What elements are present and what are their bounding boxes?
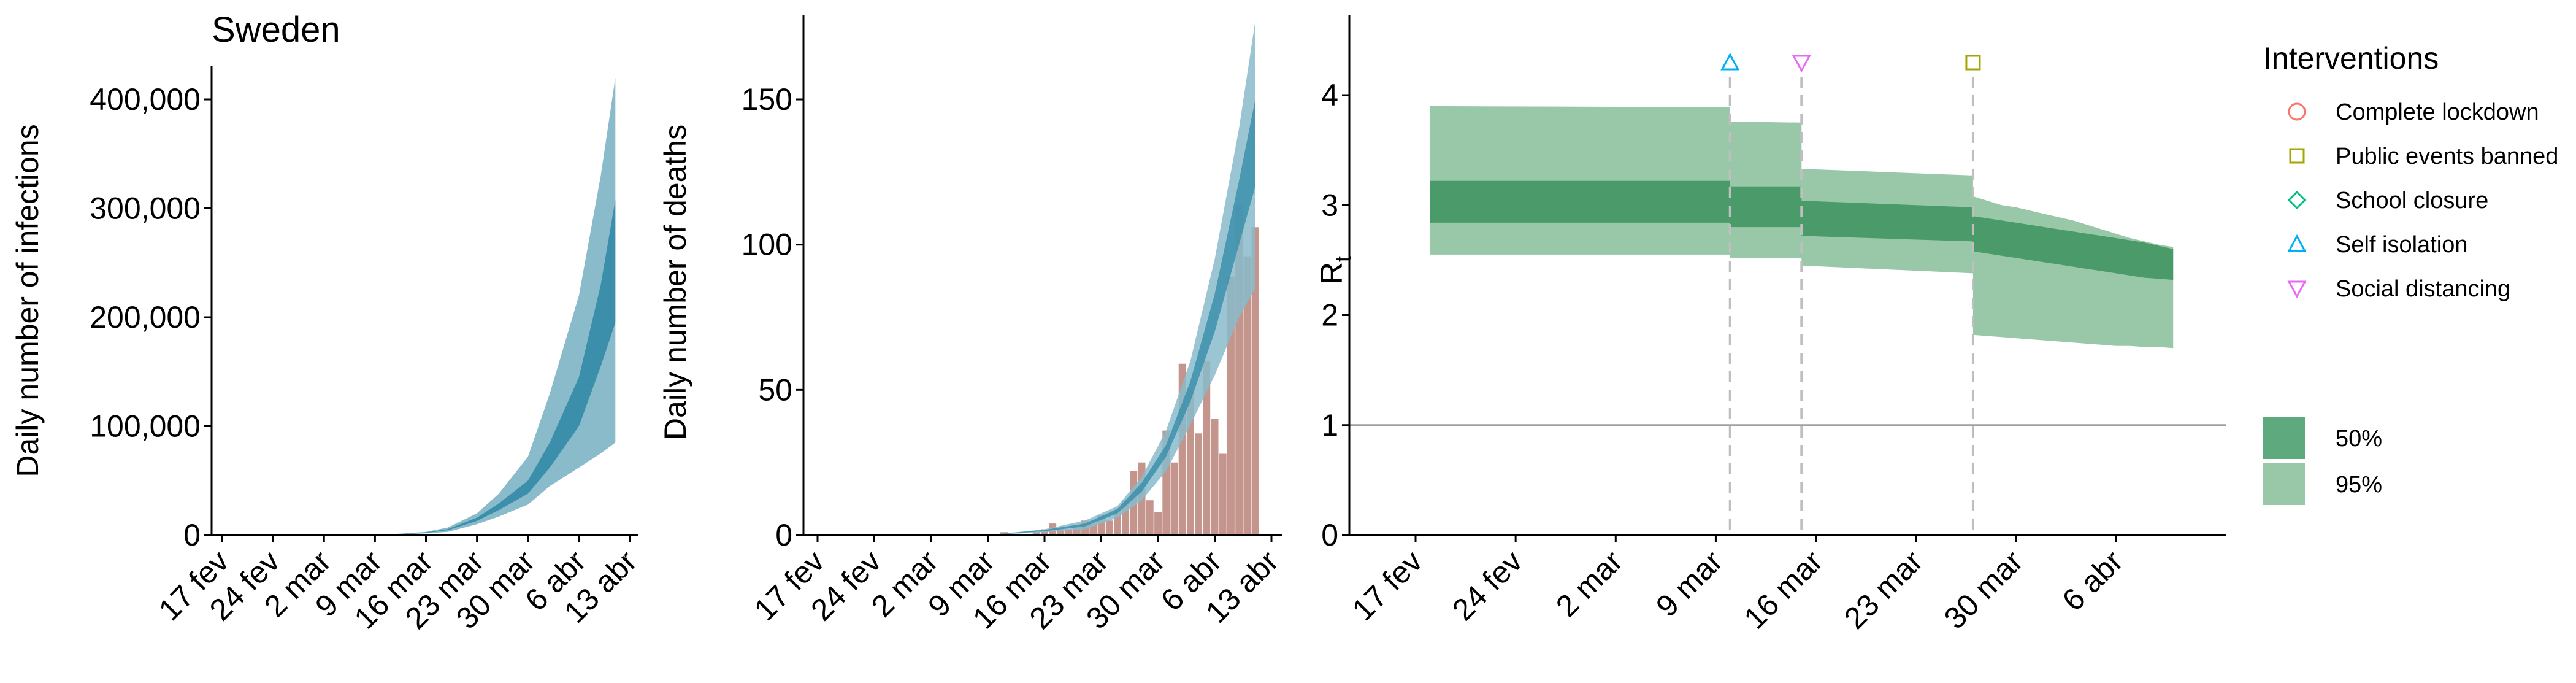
legend: Interventions Complete lockdown Public ev… (2263, 41, 2558, 505)
death-bar (1251, 227, 1259, 535)
infection-bands (375, 77, 616, 535)
death-bar (1154, 512, 1162, 535)
death-bar (1146, 500, 1154, 535)
legend-items: Complete lockdown Public events banned Sch… (2287, 99, 2558, 302)
legend-swatch-50 (2263, 417, 2305, 459)
y-tick-label: 0 (183, 518, 201, 552)
death-band-95 (987, 21, 1255, 535)
legend-label: School closure (2336, 188, 2488, 214)
death-bar (1032, 532, 1040, 535)
death-bar (1073, 526, 1081, 535)
y-tick-label: 3 (1321, 188, 1338, 222)
death-bar (1162, 430, 1170, 535)
legend-marker-circle (2288, 102, 2306, 121)
y-axis-title: Daily number of infections (10, 124, 45, 477)
death-bar (1170, 462, 1178, 535)
legend-marker-diamond (2287, 190, 2307, 210)
death-bar (1114, 509, 1121, 535)
legend-marker-triangle-down (2287, 280, 2307, 299)
intervention-marker-square (1965, 55, 1981, 71)
death-bar (1065, 529, 1073, 535)
panel-title: Sweden (212, 10, 340, 50)
legend-label: Social distancing (2336, 276, 2510, 302)
legend-label: Complete lockdown (2336, 99, 2539, 125)
legend-marker-square (2289, 148, 2305, 164)
death-bars (1000, 204, 1259, 535)
y-tick-label: 50 (758, 372, 792, 407)
death-bar (1089, 523, 1097, 535)
death-bands (987, 21, 1255, 535)
legend-marker-triangle-up (2287, 234, 2307, 252)
y-tick-label: 150 (742, 82, 792, 117)
rt-band-50 (1430, 180, 2174, 280)
intervention-marker-triangle-down (1792, 55, 1811, 73)
death-bar (1227, 276, 1235, 535)
death-bar (1178, 363, 1186, 535)
death-bar (1105, 520, 1113, 535)
death-bar (1057, 529, 1065, 535)
death-bar (1219, 453, 1227, 535)
death-bar (1211, 419, 1219, 535)
y-tick-label: 300,000 (90, 191, 201, 226)
intervention-marker-triangle-up (1720, 52, 1740, 71)
legend-band-label: 50% (2336, 426, 2382, 452)
y-tick-label: 4 (1321, 78, 1338, 112)
y-tick-label: 1 (1321, 408, 1338, 442)
y-tick-label: 400,000 (90, 82, 201, 117)
legend-title: Interventions (2263, 41, 2439, 75)
death-bar (1195, 433, 1202, 535)
death-bar (1243, 256, 1251, 535)
legend-band-label: 95% (2336, 472, 2382, 498)
y-axis-title: Daily number of deaths (658, 125, 692, 440)
y-tick-label: 2 (1321, 298, 1338, 333)
y-tick-label: 100 (742, 228, 792, 262)
y-tick-label: 100,000 (90, 409, 201, 444)
infection-band-50 (375, 199, 616, 535)
y-tick-label: 0 (1321, 518, 1338, 552)
death-bar (1097, 514, 1105, 535)
death-bar (1235, 204, 1243, 535)
y-axis-title: Rt (1314, 256, 1355, 284)
legend-bands: 50% 95% (2263, 417, 2382, 505)
y-tick-label: 0 (775, 518, 792, 552)
infection-band-95 (375, 77, 616, 535)
y-tick-label: 200,000 (90, 300, 201, 334)
death-bar (1186, 390, 1194, 535)
rt-lines (1349, 52, 2226, 535)
legend-label: Public events banned (2336, 144, 2558, 169)
legend-swatch-95 (2263, 463, 2305, 505)
legend-label: Self isolation (2336, 232, 2467, 258)
death-bar (1122, 500, 1130, 535)
death-bar (1203, 361, 1211, 535)
